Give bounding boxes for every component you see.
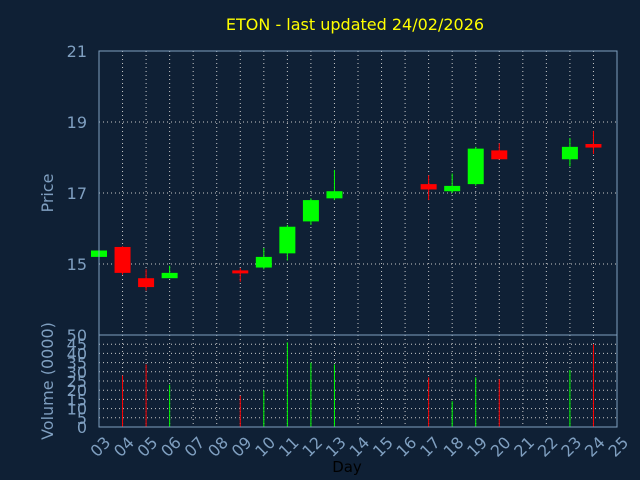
candle-body: [561, 146, 578, 160]
price-tick-label: 19: [67, 113, 87, 132]
volume-tick-label: 50: [67, 326, 87, 345]
x-axis-label: Day: [332, 458, 362, 476]
candle-body: [326, 191, 343, 199]
volume-tick-label: 5: [77, 409, 87, 428]
candle-body: [585, 144, 602, 148]
candle-body: [420, 184, 437, 190]
volume-tick-label: 20: [67, 381, 87, 400]
volume-axis-label: Volume (0000): [38, 322, 57, 440]
candle-body: [491, 150, 508, 160]
chart-title: ETON - last updated 24/02/2026: [226, 15, 484, 34]
x-tick-label: 25: [604, 433, 632, 461]
price-tick-label: 21: [67, 42, 87, 61]
volume-tick-label: 0: [77, 418, 87, 437]
candle-body: [444, 185, 461, 192]
price-tick-label: 15: [67, 255, 87, 274]
volume-tick-label: 45: [67, 335, 87, 354]
volume-tick-label: 30: [67, 363, 87, 382]
volume-tick-label: 25: [67, 372, 87, 391]
price-axis-label: Price: [38, 173, 57, 212]
candle-body: [138, 278, 155, 288]
volume-tick-label: 35: [67, 354, 87, 373]
volume-tick-label: 10: [67, 400, 87, 419]
candle-body: [467, 148, 484, 185]
candle-body: [232, 270, 249, 274]
volume-tick-label: 40: [67, 344, 87, 363]
volume-panel: 0304050607080910111213141516171819202122…: [67, 326, 633, 461]
price-panel: 15 17 19 21: [67, 42, 618, 336]
candle-body: [114, 246, 131, 273]
candle-body: [302, 200, 319, 222]
price-tick-label: 17: [67, 184, 87, 203]
volume-frame: [98, 334, 618, 428]
candle-body: [279, 226, 296, 254]
candle-body: [161, 272, 178, 279]
candle-body: [255, 256, 272, 268]
volume-tick-label: 15: [67, 390, 87, 409]
